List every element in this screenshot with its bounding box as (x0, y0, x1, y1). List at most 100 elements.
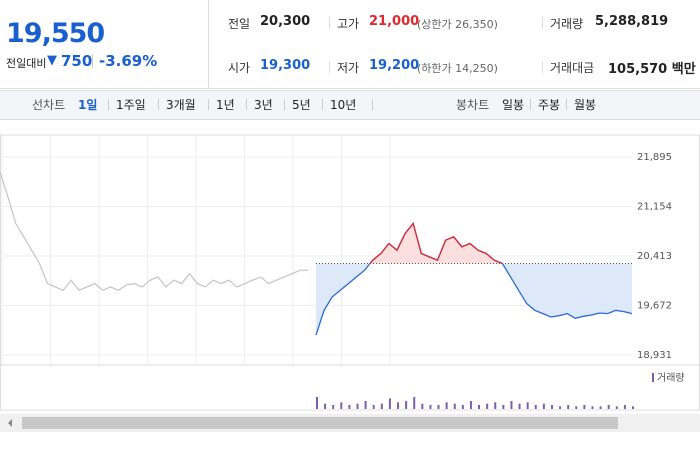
volume-bar (316, 397, 318, 409)
volume-bar (324, 403, 327, 409)
y-tick-label: 21,154 (637, 202, 672, 213)
candle-tab[interactable]: 일봉 (502, 98, 525, 112)
tab-bar (0, 90, 700, 120)
summary-value: 21,000 (369, 14, 420, 29)
period-tab[interactable]: 3년 (254, 98, 273, 112)
summary-value: 20,300 (260, 14, 311, 29)
period-tab[interactable]: 1주일 (116, 98, 146, 112)
prev-line (0, 171, 308, 292)
area-down (316, 263, 632, 335)
summary-box (208, 0, 700, 89)
period-tab[interactable]: 10년 (330, 98, 357, 112)
summary-label: 거래량 (550, 17, 584, 31)
volume-bar (607, 405, 610, 409)
area-up (369, 223, 503, 264)
period-tab[interactable]: 1일 (78, 98, 98, 112)
volume-bar (486, 403, 489, 409)
divider (246, 99, 247, 110)
volume-bar (356, 403, 359, 409)
volume-bar (478, 405, 481, 409)
divider (542, 61, 543, 73)
volume-legend: 거래량 (657, 372, 685, 384)
summary-label: 거래대금 (550, 61, 595, 75)
volume-bar (413, 397, 416, 409)
volume-bar (526, 402, 529, 409)
summary-note: (하한가 14,250) (417, 62, 498, 75)
volume-bar (550, 405, 553, 409)
volume-bar (348, 405, 351, 409)
volume-bar (332, 405, 335, 409)
price-line-up (369, 222, 504, 264)
volume-bar (429, 405, 432, 409)
down-arrow: ▼ (47, 53, 57, 68)
volume-bar (591, 406, 594, 409)
scroll-thumb[interactable] (22, 417, 618, 429)
volume-bar (534, 405, 537, 409)
divider (566, 99, 567, 110)
summary-label: 시가 (228, 61, 251, 75)
volume-bar (559, 406, 562, 409)
divider (158, 99, 159, 110)
summary-value: 105,570 백만 (608, 62, 696, 77)
volume-bar (437, 405, 440, 409)
summary-label: 저가 (337, 61, 360, 75)
volume-bar (340, 402, 343, 409)
volume-bar (494, 402, 497, 409)
period-tab[interactable]: 3개월 (166, 98, 196, 112)
summary-label: 고가 (337, 17, 360, 31)
summary-label: 전일 (228, 17, 251, 31)
volume-bar (518, 403, 521, 409)
y-tick-label: 21,895 (637, 152, 672, 163)
summary-note: (상한가 26,350) (417, 18, 498, 31)
y-tick-label: 18,931 (637, 350, 672, 361)
legend-swatch (652, 373, 654, 382)
divider (108, 99, 109, 110)
volume-bar (364, 401, 367, 409)
change-rate: -3.69% (99, 52, 158, 70)
period-tab[interactable]: 1년 (216, 98, 235, 112)
y-tick-label: 19,672 (637, 301, 672, 312)
tab-label: 봉차트 (456, 98, 490, 112)
divider (208, 99, 209, 110)
divider (284, 99, 285, 110)
quote-box (0, 0, 209, 89)
volume-bar (372, 405, 375, 409)
candle-tab[interactable]: 주봉 (538, 98, 561, 112)
volume-bar (510, 401, 513, 409)
volume-bar (542, 403, 545, 409)
change-label: 전일대비 (6, 57, 47, 70)
candle-tab[interactable]: 월봉 (574, 98, 597, 112)
divider (372, 99, 373, 110)
divider (329, 61, 330, 73)
volume-bar (461, 405, 464, 409)
price: 19,550 (6, 18, 105, 49)
volume-bar (453, 403, 456, 409)
volume-bar (502, 405, 505, 409)
volume-bar (632, 406, 634, 409)
summary-value: 19,300 (260, 58, 311, 73)
volume-bar (445, 402, 448, 409)
volume-bar (567, 405, 570, 409)
volume-bar (615, 406, 618, 409)
tab-label: 선차트 (32, 98, 66, 112)
volume-bar (421, 403, 424, 409)
volume-bar (380, 403, 383, 409)
summary-value: 5,288,819 (595, 14, 669, 29)
period-tab[interactable]: 5년 (292, 98, 311, 112)
volume-bar (623, 405, 626, 409)
divider (92, 54, 93, 68)
y-tick-label: 20,413 (637, 251, 672, 262)
volume-bar (583, 405, 586, 409)
volume-bar (599, 406, 602, 409)
volume-bar (469, 401, 472, 409)
divider (329, 17, 330, 29)
divider (530, 99, 531, 110)
volume-bar (405, 401, 408, 409)
volume-bar (575, 406, 578, 409)
volume-bar (397, 402, 400, 409)
divider (542, 17, 543, 29)
change: 750 (61, 52, 93, 70)
divider (322, 99, 323, 110)
chart: 21,895 21,154 20,413 19,672 18,931 거래량 (0, 134, 700, 432)
